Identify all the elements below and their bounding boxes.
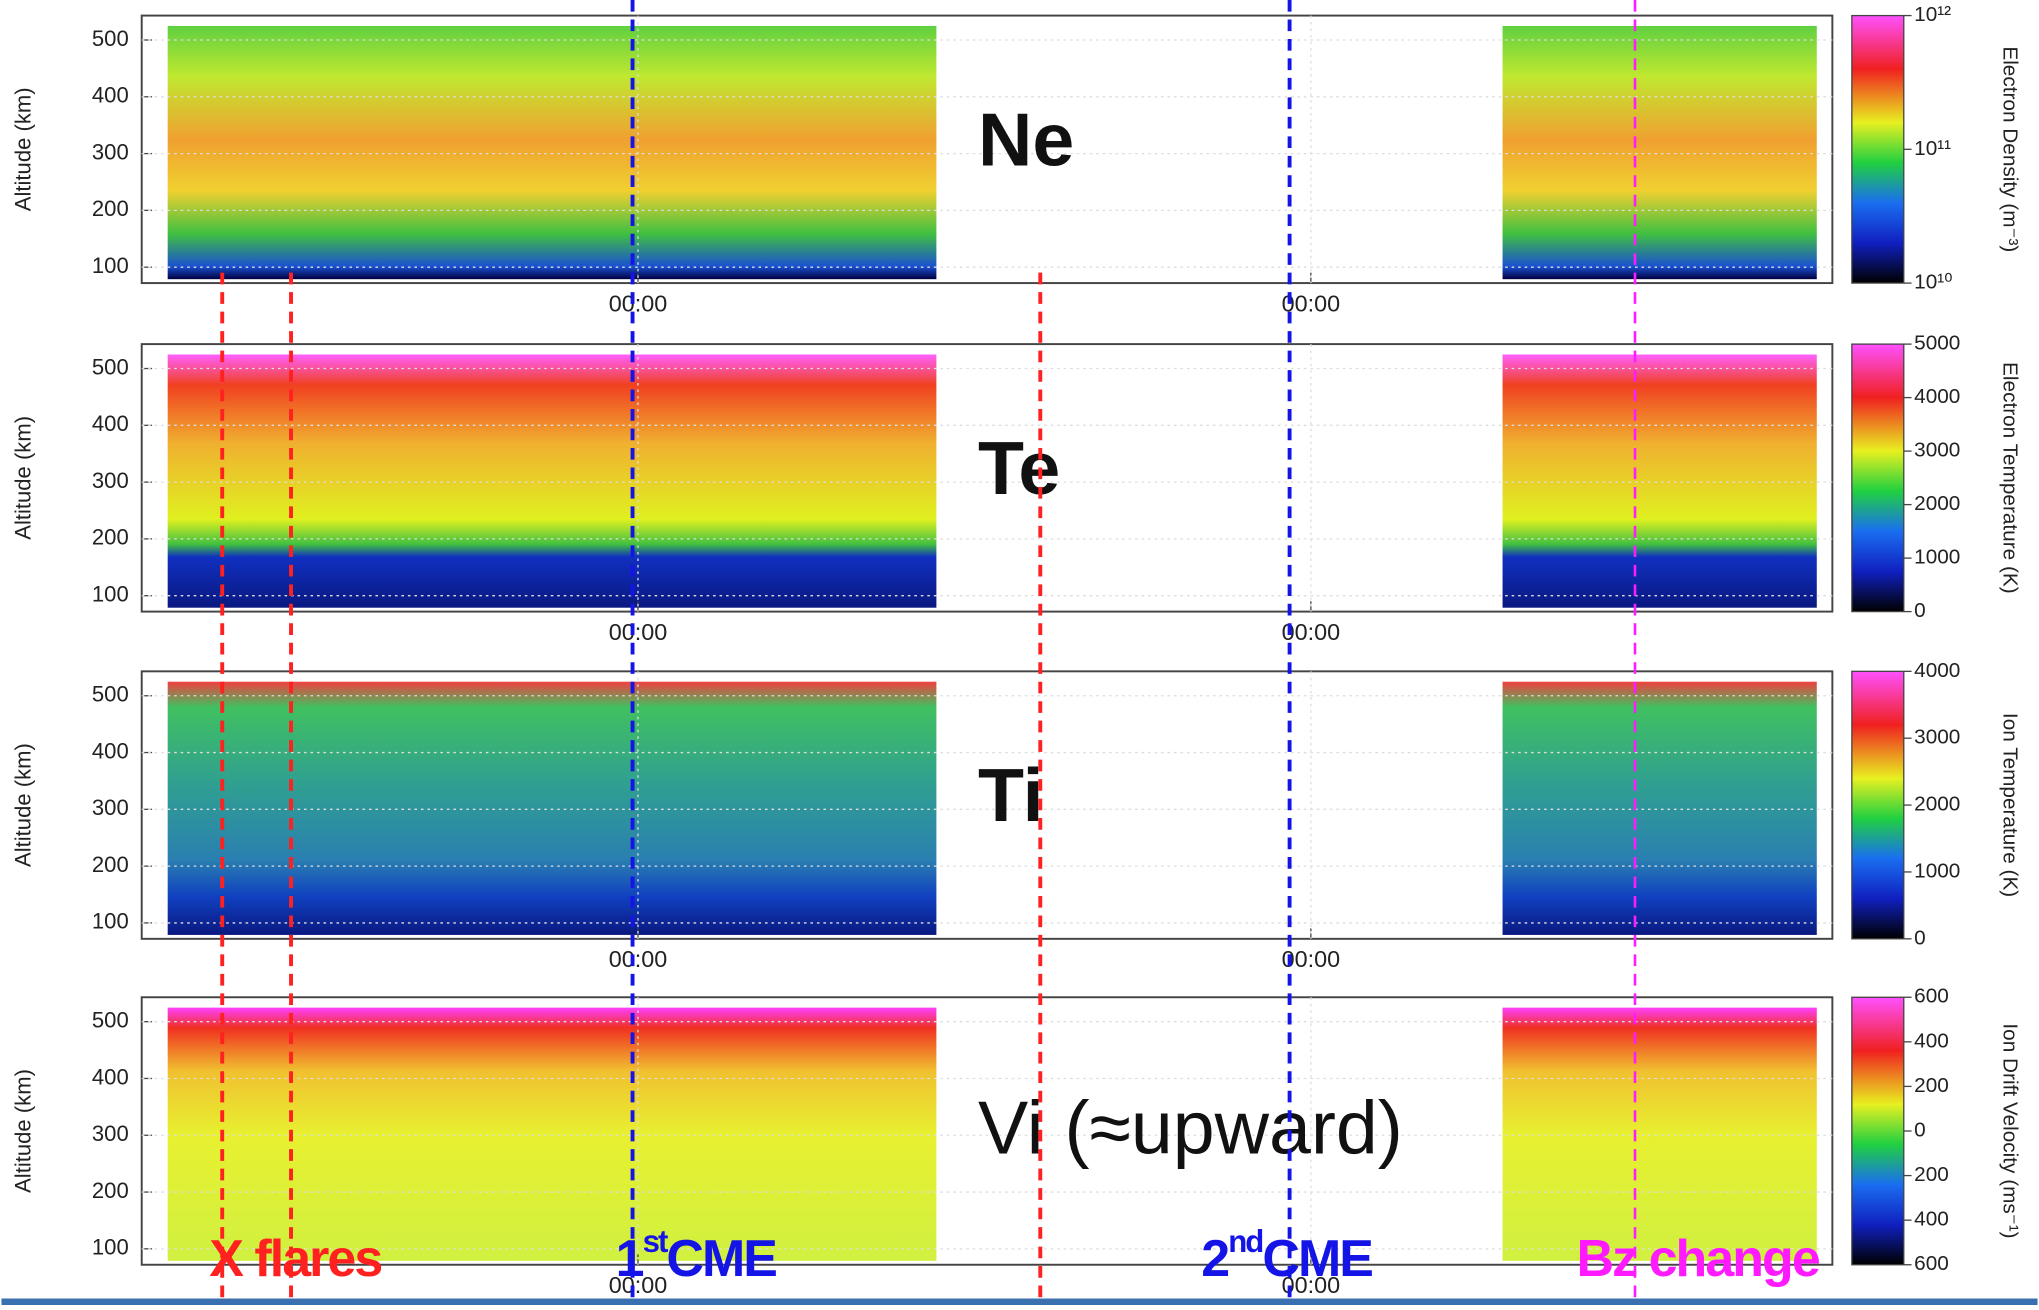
y-tick-label: 100 xyxy=(92,909,129,934)
colorbar-tick-label: 5000 xyxy=(1914,332,1960,355)
heatmap-block xyxy=(167,681,937,935)
y-tick-label: 300 xyxy=(92,795,129,820)
y-tick-label: 300 xyxy=(92,468,129,493)
colorbar-tick-label: 2000 xyxy=(1914,793,1960,816)
heatmap-block xyxy=(1502,354,1817,608)
y-tick-label: 400 xyxy=(92,738,129,763)
event-lines xyxy=(220,0,1637,1305)
heatmap-block xyxy=(1502,25,1817,280)
colorbar-tick-label: 200 xyxy=(1914,1163,1949,1186)
event-label: Bz change xyxy=(1577,1230,1820,1288)
y-tick-label: 400 xyxy=(92,1064,129,1089)
event-label: 1stCME xyxy=(616,1224,777,1288)
event-label-sup: st xyxy=(643,1224,668,1259)
colorbar-tick-label: 4000 xyxy=(1914,659,1960,682)
plot-frame xyxy=(140,670,1834,940)
event-label-suffix: CME xyxy=(666,1230,776,1288)
colorbar-tick-label: 2000 xyxy=(1914,492,1960,515)
y-tick-label: 500 xyxy=(92,682,129,707)
colorbar-tick-label: 400 xyxy=(1914,1208,1949,1231)
colorbar-label: Ion Temperature (K) xyxy=(1998,713,2021,897)
panel-title: Ti xyxy=(978,753,1044,837)
y-tick-label: 100 xyxy=(92,1235,129,1260)
colorbar-tick-label: 4000 xyxy=(1914,385,1960,408)
colorbar-tick-label: 1000 xyxy=(1914,859,1960,882)
heatmap-block xyxy=(1502,1007,1817,1261)
colorbar-tick-label: 600 xyxy=(1914,1252,1949,1275)
y-axis-label: Altitude (km) xyxy=(11,743,36,867)
event-label-text: Bz change xyxy=(1577,1230,1820,1288)
colorbar-tick-label: 0 xyxy=(1914,926,1926,949)
heatmap-block xyxy=(167,354,937,608)
colorbar xyxy=(1851,343,1905,613)
plot-frame xyxy=(140,14,1834,285)
colorbar-tick-label: 1000 xyxy=(1914,546,1960,569)
event-label-sup: nd xyxy=(1228,1224,1262,1259)
y-axis-label: Altitude (km) xyxy=(11,87,36,211)
colorbar-tick-label: 10¹¹ xyxy=(1914,137,1951,160)
y-tick-label: 400 xyxy=(92,411,129,436)
colorbar-tick-label: 10¹² xyxy=(1914,3,1951,26)
colorbar-tick-label: 0 xyxy=(1914,599,1926,622)
event-label-text: 2 xyxy=(1201,1230,1228,1288)
event-label: X flares xyxy=(209,1230,381,1288)
colorbar-tick-label: 400 xyxy=(1914,1029,1949,1052)
colorbar xyxy=(1851,670,1905,940)
y-tick-label: 100 xyxy=(92,253,129,278)
colorbar-tick-label: 3000 xyxy=(1914,726,1960,749)
x-tick-label: 00:00 xyxy=(609,946,667,972)
colorbar-tick-label: 200 xyxy=(1914,1074,1949,1097)
heatmap-block xyxy=(167,1007,937,1261)
y-tick-label: 200 xyxy=(92,1178,129,1203)
plot-frame xyxy=(140,996,1834,1266)
colorbar-label: Ion Drift Velocity (ms⁻¹) xyxy=(1998,1023,2021,1238)
slide-border xyxy=(1,1298,2038,1305)
y-tick-label: 500 xyxy=(92,1008,129,1033)
heatmap-block xyxy=(167,25,937,280)
colorbar-tick-label: 600 xyxy=(1914,985,1949,1008)
colorbar-label: Electron Density (m⁻³) xyxy=(1998,46,2021,252)
annotations: X flares 1stCME 2ndCME Bz change xyxy=(209,1224,1822,1288)
panel-title: Te xyxy=(978,426,1060,510)
plot-frame xyxy=(140,343,1834,613)
x-tick-label: 00:00 xyxy=(609,290,667,316)
x-tick-label: 00:00 xyxy=(609,619,667,645)
event-label-suffix: CME xyxy=(1262,1230,1372,1288)
colorbar xyxy=(1851,14,1905,284)
event-label-text: X flares xyxy=(209,1230,381,1288)
colorbar-tick-label: 3000 xyxy=(1914,439,1960,462)
y-tick-label: 200 xyxy=(92,852,129,877)
panel-title: Vi (≈upward) xyxy=(978,1085,1403,1169)
y-tick-label: 300 xyxy=(92,139,129,164)
colorbar-tick-label: 0 xyxy=(1914,1118,1926,1141)
colorbar-tick-label: 10¹⁰ xyxy=(1914,271,1952,294)
panel-title: Ne xyxy=(978,97,1074,181)
y-tick-label: 500 xyxy=(92,26,129,51)
y-tick-label: 500 xyxy=(92,354,129,379)
heatmap-block xyxy=(1502,681,1817,935)
colorbar xyxy=(1851,996,1905,1266)
y-tick-label: 400 xyxy=(92,83,129,108)
event-label: 2ndCME xyxy=(1201,1224,1372,1288)
x-tick-label: 00:00 xyxy=(609,1272,667,1298)
colorbar-label: Electron Temperature (K) xyxy=(1998,362,2021,594)
y-axis-label: Altitude (km) xyxy=(11,416,36,540)
y-axis-label: Altitude (km) xyxy=(11,1069,36,1193)
y-tick-label: 300 xyxy=(92,1121,129,1146)
y-tick-label: 200 xyxy=(92,525,129,550)
event-label-text: 1 xyxy=(616,1230,644,1288)
y-tick-label: 200 xyxy=(92,196,129,221)
y-tick-label: 100 xyxy=(92,582,129,607)
